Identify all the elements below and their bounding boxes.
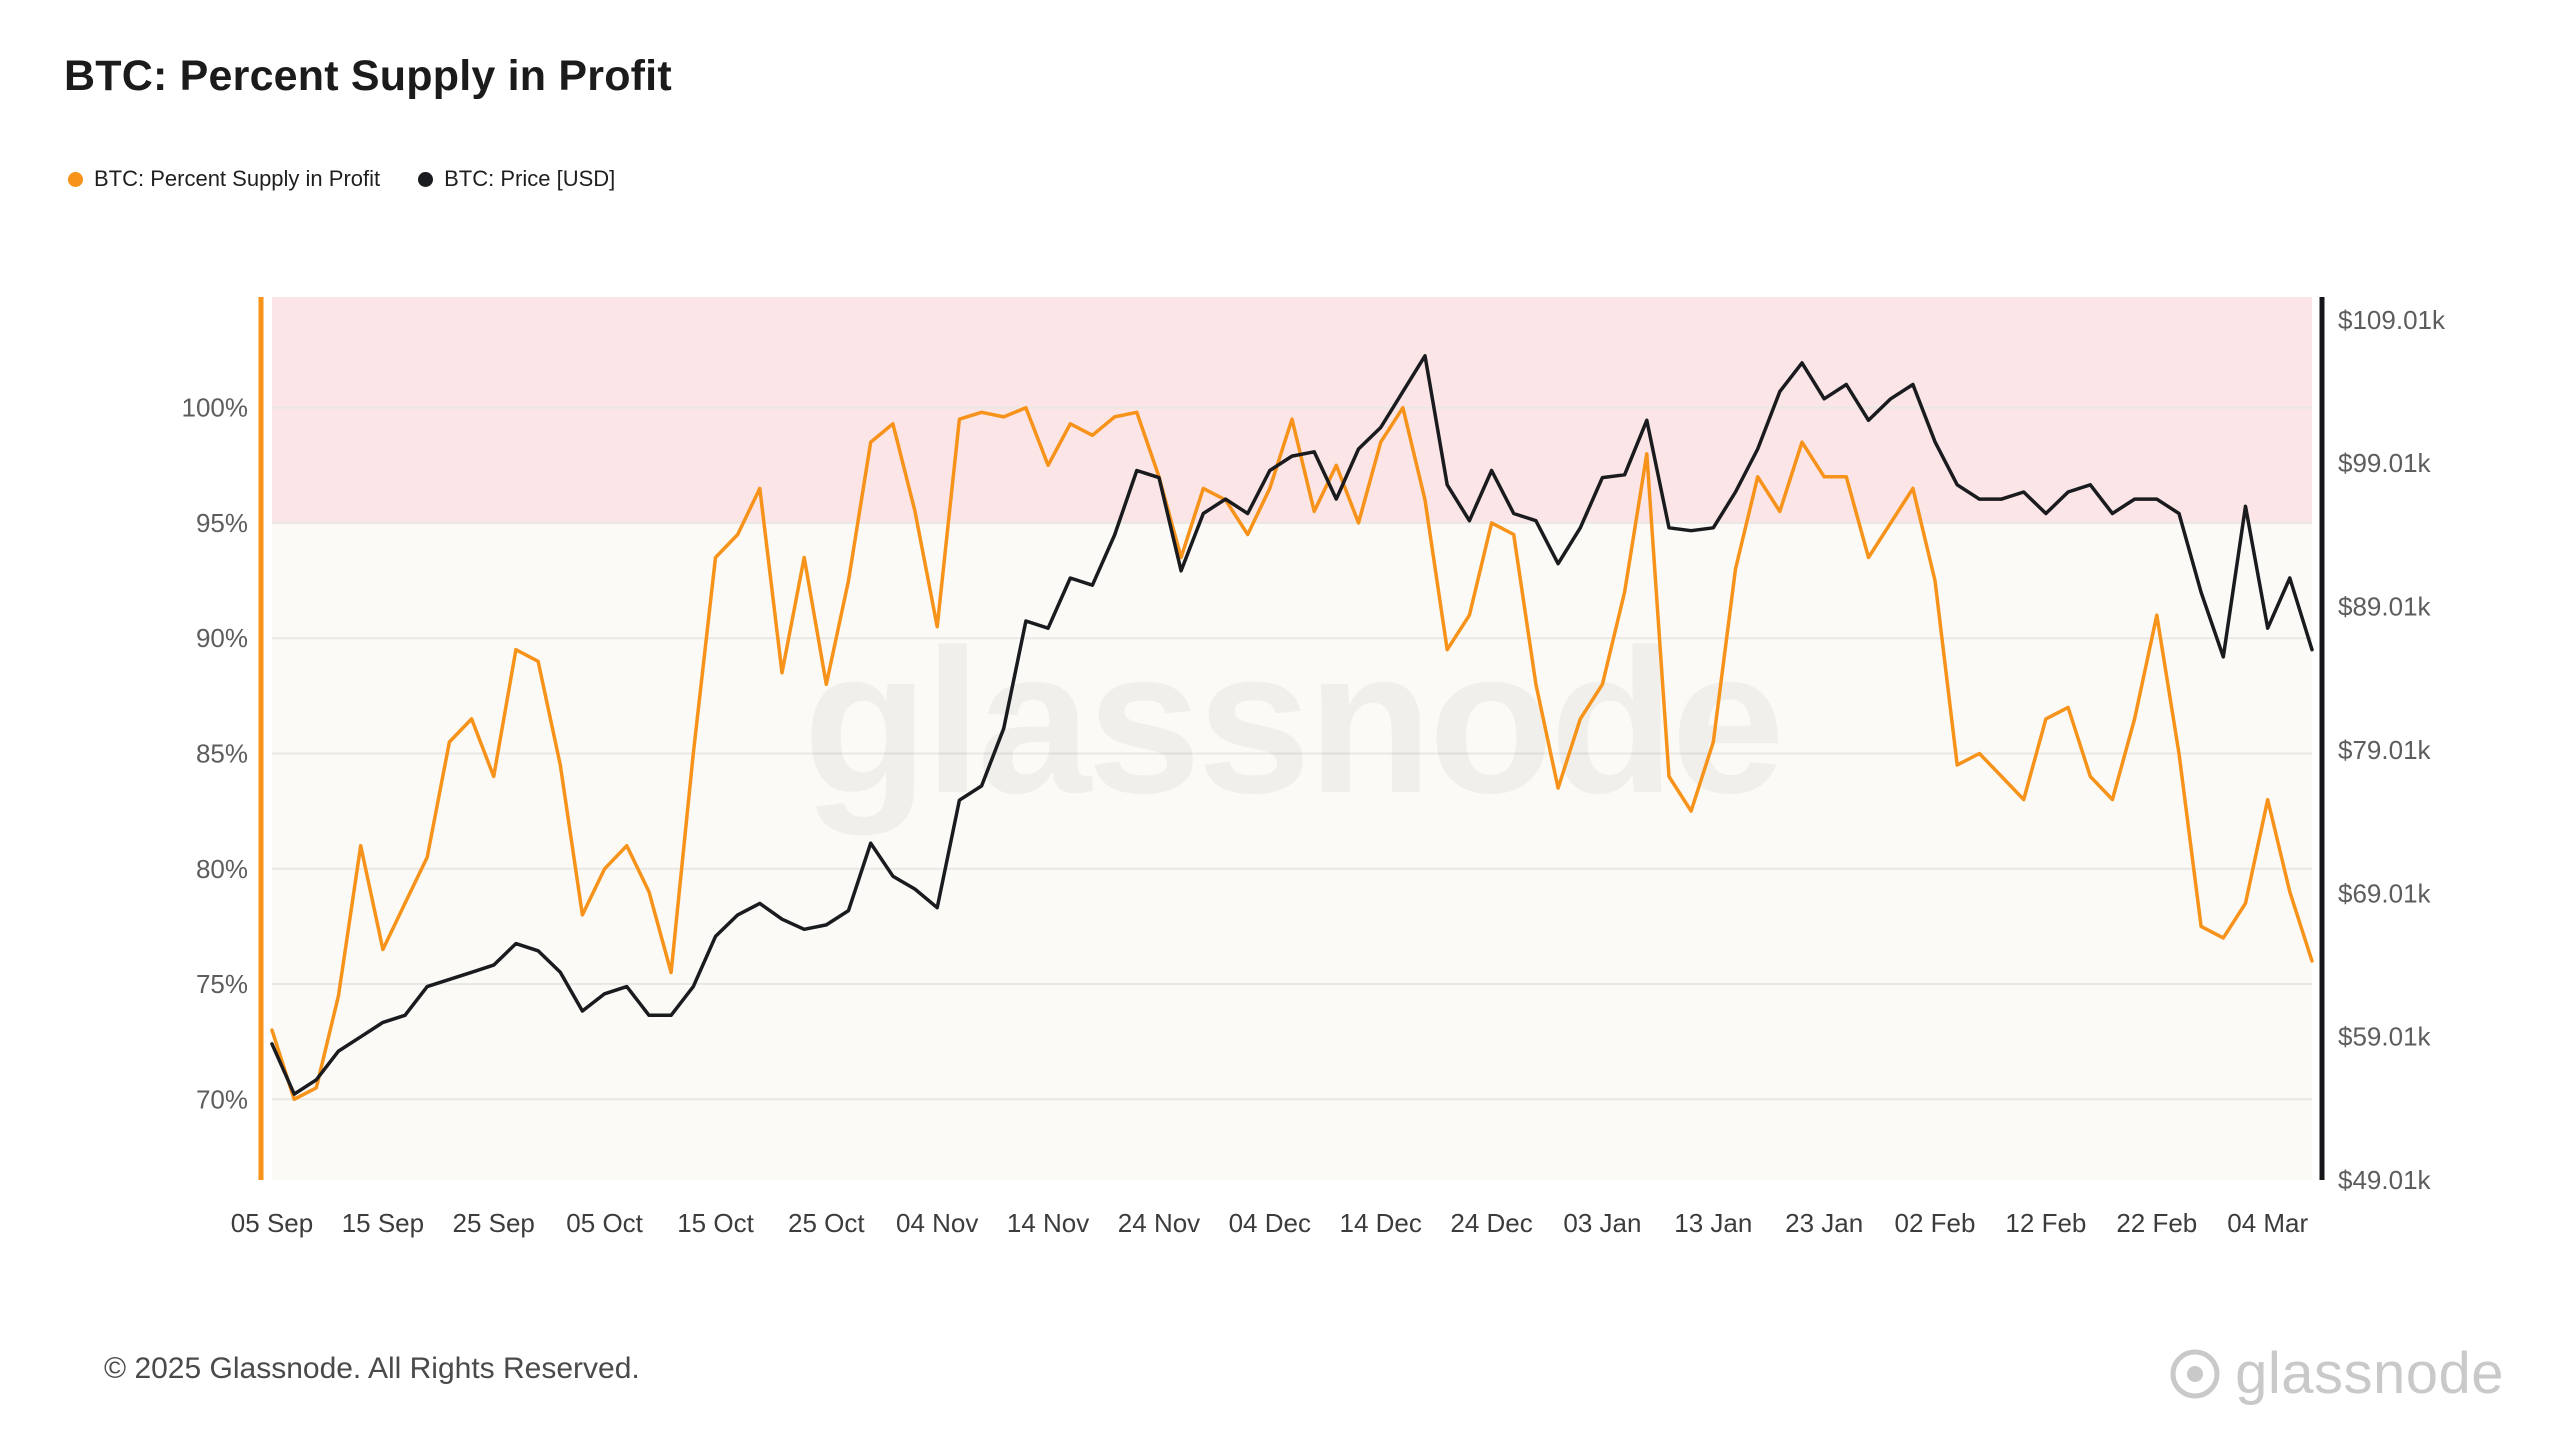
brand-footer: glassnode (2169, 1340, 2504, 1407)
x-axis-tick-label: 04 Mar (2227, 1208, 2308, 1238)
watermark: glassnode (803, 607, 1781, 836)
x-axis-tick-label: 25 Oct (788, 1208, 865, 1238)
brand-wordmark: glassnode (2235, 1341, 2504, 1406)
legend-label-price-usd: BTC: Price [USD] (444, 166, 616, 191)
glassnode-logo-icon (2170, 1349, 2220, 1398)
legend-dot-orange-icon (68, 171, 83, 187)
x-axis-tick-label: 15 Oct (677, 1208, 754, 1238)
series-line-0 (270, 405, 2314, 1102)
page-title: BTC: Percent Supply in Profit (64, 52, 672, 100)
footer-copyright: © 2025 Glassnode. All Rights Reserved. (104, 1352, 640, 1385)
x-axis-tick-label: 22 Feb (2116, 1208, 2197, 1238)
right-axis-tick-label: $109.01k (2338, 305, 2446, 335)
x-axis-tick-label: 25 Sep (452, 1208, 534, 1238)
x-axis-tick-label: 13 Jan (1674, 1208, 1752, 1238)
x-axis-tick-label: 05 Oct (566, 1208, 643, 1238)
left-axis-tick-label: 75% (196, 969, 248, 999)
x-axis-tick-label: 05 Sep (231, 1208, 313, 1238)
legend-label-supply-in-profit: BTC: Percent Supply in Profit (94, 166, 381, 191)
x-axis-tick-label: 15 Sep (342, 1208, 424, 1238)
legend-item-supply-in-profit[interactable]: BTC: Percent Supply in Profit (68, 166, 380, 192)
x-axis-tick-label: 24 Nov (1118, 1208, 1200, 1238)
x-axis-tick-label: 04 Dec (1229, 1208, 1311, 1238)
right-axis-tick-label: $49.01k (2338, 1165, 2432, 1195)
legend-dot-black-icon (418, 171, 434, 187)
left-axis-tick-label: 95% (196, 508, 248, 538)
legend: BTC: Percent Supply in Profit BTC: Price… (68, 166, 615, 192)
series-line-1 (270, 354, 2314, 1096)
right-axis-tick-label: $69.01k (2338, 878, 2432, 908)
x-axis-tick-label: 02 Feb (1895, 1208, 1976, 1238)
legend-item-price-usd[interactable]: BTC: Price [USD] (418, 166, 615, 192)
left-axis-tick-label: 100% (182, 393, 249, 423)
x-axis-tick-label: 12 Feb (2005, 1208, 2086, 1238)
left-axis-tick-label: 80% (196, 854, 248, 884)
right-axis-tick-label: $89.01k (2338, 592, 2432, 622)
right-axis-tick-label: $59.01k (2338, 1022, 2432, 1052)
x-axis-tick-label: 04 Nov (896, 1208, 978, 1238)
profit-zone-band (272, 297, 2312, 523)
x-axis-tick-label: 14 Dec (1340, 1208, 1422, 1238)
x-axis-tick-label: 14 Nov (1007, 1208, 1089, 1238)
left-axis-tick-label: 70% (196, 1084, 248, 1114)
left-axis-tick-label: 85% (196, 739, 248, 769)
x-axis-tick-label: 03 Jan (1563, 1208, 1641, 1238)
x-axis-tick-label: 24 Dec (1450, 1208, 1532, 1238)
left-axis-tick-label: 90% (196, 623, 248, 653)
right-axis-tick-label: $79.01k (2338, 735, 2432, 765)
right-axis-tick-label: $99.01k (2338, 448, 2432, 478)
x-axis-tick-label: 23 Jan (1785, 1208, 1863, 1238)
